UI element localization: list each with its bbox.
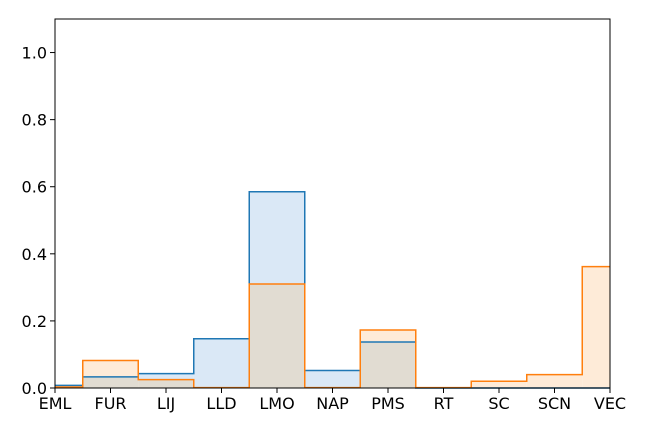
series-line-2 <box>55 265 610 389</box>
y-tick-label-0: 0.0 <box>22 379 47 398</box>
x-tick-label-sc: SC <box>488 394 509 413</box>
y-tick-label-3: 0.6 <box>22 178 47 197</box>
area-2-sc <box>471 381 527 388</box>
y-tick-label-4: 0.8 <box>22 111 47 130</box>
x-tick-label-pms: PMS <box>371 394 405 413</box>
y-axis: 0.0 0.2 0.4 0.6 0.8 1.0 <box>22 44 55 398</box>
series-line-1 <box>55 191 610 389</box>
overlap-fur <box>82 376 139 388</box>
area-1-nap <box>304 370 361 388</box>
series-lines <box>55 191 610 389</box>
series-areas <box>55 191 610 388</box>
x-tick-label-fur: FUR <box>94 394 126 413</box>
x-tick-label-lmo: LMO <box>259 394 294 413</box>
area-2-vec <box>582 266 610 388</box>
plot-frame <box>54 18 611 389</box>
area-2-scn <box>526 374 583 388</box>
overlap-pms <box>360 342 416 388</box>
x-tick-label-eml: EML <box>39 394 72 413</box>
overlap-lij <box>138 379 194 388</box>
x-axis: EML FUR LIJ LLD LMO NAP PMS RT SC SCN VEC <box>39 388 626 413</box>
x-tick-label-vec: VEC <box>594 394 626 413</box>
x-tick-label-nap: NAP <box>316 394 349 413</box>
x-tick-label-scn: SCN <box>538 394 571 413</box>
y-tick-label-5: 1.0 <box>22 44 47 63</box>
overlap-lmo <box>249 284 305 388</box>
y-tick-label-1: 0.2 <box>22 312 47 331</box>
y-tick-label-2: 0.4 <box>22 245 47 264</box>
x-tick-label-rt: RT <box>434 394 454 413</box>
x-tick-label-lld: LLD <box>206 394 236 413</box>
x-tick-label-lij: LIJ <box>157 394 175 413</box>
area-1-lld <box>193 338 250 388</box>
